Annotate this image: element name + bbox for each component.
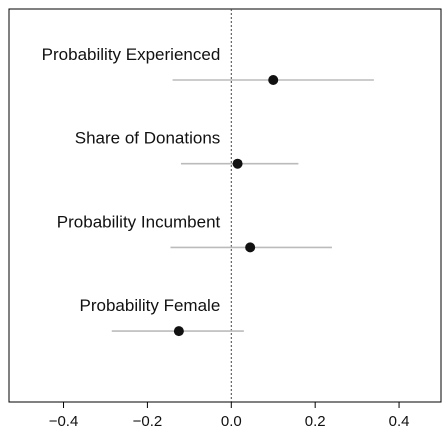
x-tick-label: −0.2	[133, 413, 163, 430]
x-tick-label: 0.0	[221, 413, 242, 430]
coefficient-rows: Probability Experienced Share of Donation…	[42, 45, 374, 336]
coefficient-row: Probability Female	[80, 296, 244, 336]
point-estimate	[174, 326, 184, 336]
point-estimate	[245, 242, 255, 252]
coefficient-row: Share of Donations	[75, 129, 299, 169]
plot-frame	[9, 9, 441, 402]
row-label: Probability Female	[80, 296, 221, 315]
x-axis-ticks: −0.4 −0.2 0.0 0.2 0.4	[49, 402, 410, 430]
x-tick-label: 0.2	[305, 413, 326, 430]
coefficient-row: Probability Incumbent	[57, 212, 332, 252]
row-label: Share of Donations	[75, 129, 221, 148]
point-estimate	[233, 159, 243, 169]
row-label: Probability Incumbent	[57, 212, 221, 231]
x-tick-label: 0.4	[389, 413, 410, 430]
row-label: Probability Experienced	[42, 45, 221, 64]
coefficient-row: Probability Experienced	[42, 45, 374, 85]
x-tick-label: −0.4	[49, 413, 79, 430]
point-estimate	[268, 75, 278, 85]
